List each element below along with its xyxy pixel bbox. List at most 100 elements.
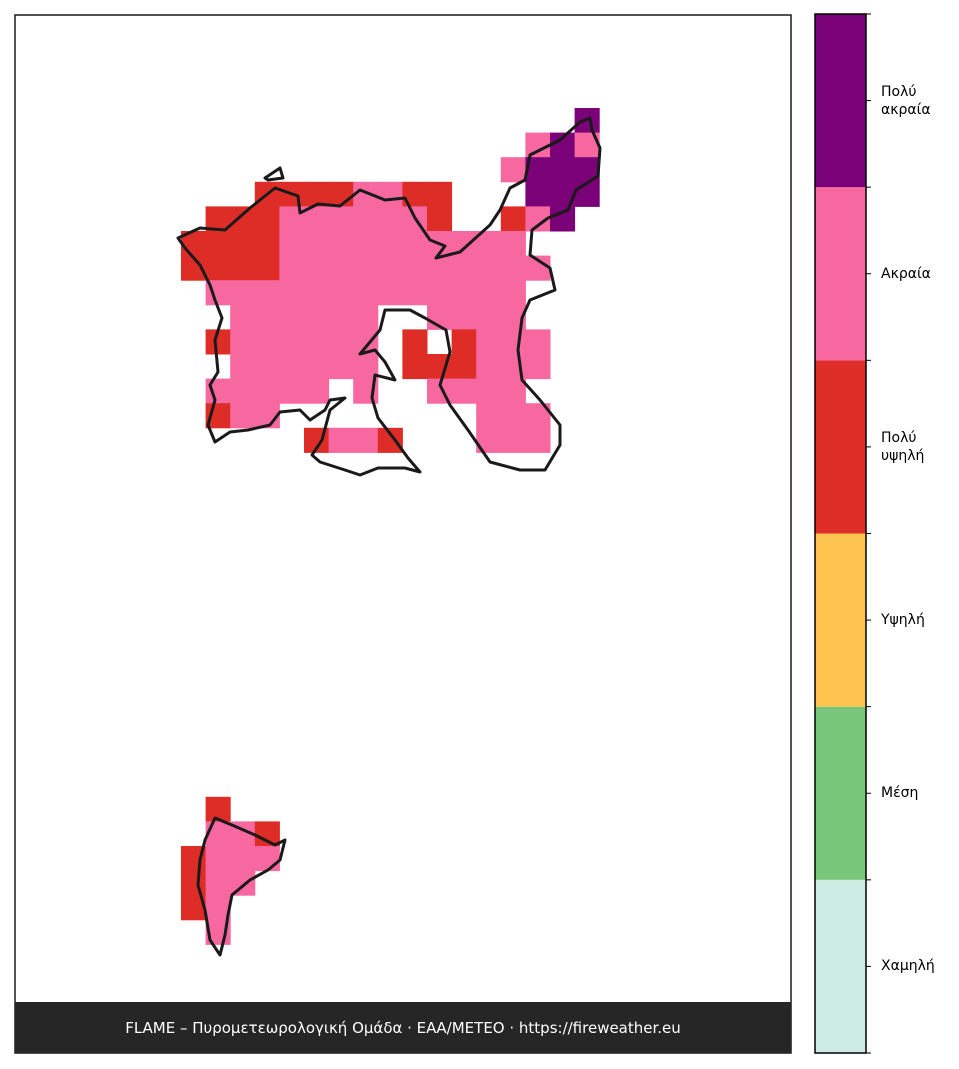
- colorbar-swatch: [815, 879, 866, 1053]
- danger-cell: [500, 329, 526, 355]
- danger-cell: [427, 206, 453, 232]
- danger-cell: [254, 280, 280, 306]
- danger-cell: [500, 206, 526, 232]
- danger-cell: [500, 403, 526, 429]
- danger-cell: [476, 304, 502, 330]
- danger-cell: [353, 304, 379, 330]
- danger-cell: [377, 255, 403, 281]
- danger-cell: [476, 280, 502, 306]
- danger-cell: [476, 403, 502, 429]
- danger-cell: [304, 231, 330, 257]
- danger-cell: [279, 280, 305, 306]
- danger-cell: [328, 304, 354, 330]
- danger-cell: [451, 280, 477, 306]
- danger-cell: [279, 329, 305, 355]
- danger-cell: [525, 181, 551, 207]
- legend-label: Πολύ ακραία: [881, 83, 931, 118]
- danger-cell: [230, 206, 256, 232]
- danger-cell: [304, 354, 330, 380]
- map-frame: [14, 14, 792, 1054]
- danger-cell: [254, 231, 280, 257]
- colorbar: [814, 13, 871, 1054]
- danger-cell: [254, 304, 280, 330]
- danger-cell: [328, 255, 354, 281]
- danger-cell: [525, 427, 551, 453]
- danger-cell: [279, 354, 305, 380]
- danger-cell: [550, 206, 576, 232]
- danger-cell: [328, 329, 354, 355]
- danger-cell: [402, 255, 428, 281]
- danger-cell: [205, 846, 231, 872]
- footer: FLAME – Πυρομετεωρολογική Ομάδα · ΕΑΑ/ME…: [15, 1002, 791, 1053]
- danger-cell: [402, 354, 428, 380]
- danger-cell: [328, 231, 354, 257]
- danger-cell: [427, 181, 453, 207]
- danger-cell: [279, 304, 305, 330]
- danger-cell: [304, 280, 330, 306]
- coastline: [176, 116, 602, 957]
- danger-cell: [476, 329, 502, 355]
- danger-cell: [353, 427, 379, 453]
- danger-cell: [304, 304, 330, 330]
- danger-cell: [205, 255, 231, 281]
- colorbar-swatch: [815, 187, 866, 361]
- danger-cell: [451, 378, 477, 404]
- legend-label: Πολύ υψηλή: [881, 429, 925, 464]
- danger-cell: [254, 354, 280, 380]
- danger-cell: [574, 181, 600, 207]
- danger-cell: [328, 354, 354, 380]
- danger-cell: [279, 378, 305, 404]
- danger-cell: [500, 157, 526, 183]
- danger-cell: [402, 280, 428, 306]
- danger-cell: [254, 255, 280, 281]
- danger-cell: [377, 280, 403, 306]
- danger-cell: [328, 427, 354, 453]
- colorbar-frame: [814, 13, 867, 1054]
- danger-cell: [377, 231, 403, 257]
- danger-cell: [304, 329, 330, 355]
- danger-cell: [181, 870, 207, 896]
- danger-cell: [328, 206, 354, 232]
- danger-cell: [328, 181, 354, 207]
- danger-cell: [230, 304, 256, 330]
- danger-cell: [353, 280, 379, 306]
- danger-cell: [500, 280, 526, 306]
- danger-cell: [279, 231, 305, 257]
- danger-cell: [304, 255, 330, 281]
- coast-south: [196, 816, 287, 957]
- danger-cell: [500, 378, 526, 404]
- danger-cell: [205, 821, 231, 847]
- danger-cell: [525, 132, 551, 158]
- danger-grid: [181, 108, 600, 945]
- colorbar-swatch: [815, 533, 866, 707]
- danger-cell: [230, 329, 256, 355]
- danger-cell: [230, 403, 256, 429]
- coast-islet: [263, 166, 285, 182]
- danger-cell: [476, 255, 502, 281]
- legend-label: Ακραία: [881, 265, 931, 282]
- danger-cell: [525, 329, 551, 355]
- danger-cell: [550, 157, 576, 183]
- danger-cell: [451, 255, 477, 281]
- danger-cell: [254, 206, 280, 232]
- danger-cell: [353, 255, 379, 281]
- danger-cell: [230, 846, 256, 872]
- danger-cell: [377, 206, 403, 232]
- danger-cell: [279, 255, 305, 281]
- danger-cell: [451, 304, 477, 330]
- colorbar-swatch: [815, 14, 866, 188]
- danger-cell: [476, 354, 502, 380]
- danger-cell: [402, 231, 428, 257]
- danger-cell: [328, 280, 354, 306]
- danger-cell: [377, 181, 403, 207]
- danger-cell: [500, 255, 526, 281]
- danger-cell: [402, 329, 428, 355]
- danger-cell: [205, 870, 231, 896]
- colorbar-swatch: [815, 360, 866, 534]
- danger-cell: [230, 231, 256, 257]
- danger-cell: [254, 846, 280, 872]
- danger-cell: [353, 206, 379, 232]
- danger-cell: [451, 354, 477, 380]
- danger-cell: [500, 427, 526, 453]
